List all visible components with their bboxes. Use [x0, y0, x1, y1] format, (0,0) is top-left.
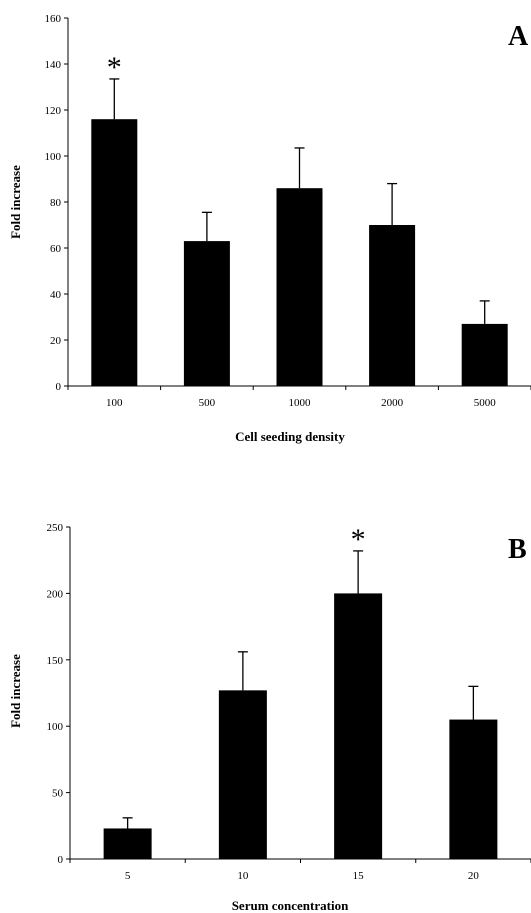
panel-a-bar [91, 119, 138, 386]
panel-a-bar [461, 323, 508, 386]
chart-panel-b: B Fold increase Serum concentration 0 50 1… [8, 522, 531, 913]
panel-a-y-tick-label: 140 [45, 59, 62, 71]
panel-b-x-tick-label: 5 [125, 870, 131, 882]
panel-a-y-tick-label: 20 [50, 335, 62, 347]
panel-a-x-tick-label: 1000 [289, 397, 312, 409]
panel-b-y-tick-label: 250 [47, 522, 64, 534]
panel-a-y-tick-label: 80 [50, 197, 62, 209]
panel-b-x-tick-label: 20 [468, 870, 480, 882]
panel-b-x-tick-label: 10 [237, 870, 249, 882]
panel-b-y-tick-label: 0 [58, 854, 64, 866]
panel-b-ylabel: Fold increase [8, 654, 23, 728]
panel-a-x-tick-label: 100 [106, 397, 123, 409]
panel-a-x-tick-label: 5000 [474, 397, 497, 409]
panel-a-ylabel: Fold increase [8, 165, 23, 239]
panel-b-bar [218, 690, 267, 859]
panel-a-significance-marker: * [107, 51, 122, 84]
panel-a-xlabel: Cell seeding density [235, 429, 345, 444]
panel-b-bar [449, 719, 498, 859]
panel-b-xlabel: Serum concentration [232, 898, 349, 913]
panel-a-y-tick-label: 100 [45, 151, 62, 163]
panel-b-x-tick-label: 15 [353, 870, 365, 882]
panel-a-y-tick-label: 40 [50, 289, 62, 301]
chart-panel-a: A Fold increase Cell seeding density 0 20… [8, 13, 531, 444]
panel-a-y-tick-label: 120 [45, 105, 62, 117]
panel-b-y-tick-label: 150 [47, 655, 64, 667]
panel-b-bar [334, 593, 383, 859]
panel-a-y-tick-label: 0 [56, 381, 62, 393]
panel-b-letter: B [508, 534, 527, 565]
panel-a-x-tick-label: 500 [199, 397, 216, 409]
panel-b-bar [103, 828, 152, 859]
panel-a-bar [276, 188, 323, 386]
panel-a-bar [369, 225, 416, 386]
panel-b-significance-marker: * [351, 523, 366, 556]
panel-a-y-tick-label: 160 [45, 13, 62, 25]
panel-b-y-tick-label: 200 [47, 588, 64, 600]
panel-b-y-tick-label: 50 [52, 788, 64, 800]
panel-a-bar [183, 241, 230, 386]
panel-b-y-tick-label: 100 [47, 721, 64, 733]
panel-a-y-tick-label: 60 [50, 243, 62, 255]
panel-a-x-tick-label: 2000 [381, 397, 404, 409]
panel-a-letter: A [508, 21, 529, 52]
